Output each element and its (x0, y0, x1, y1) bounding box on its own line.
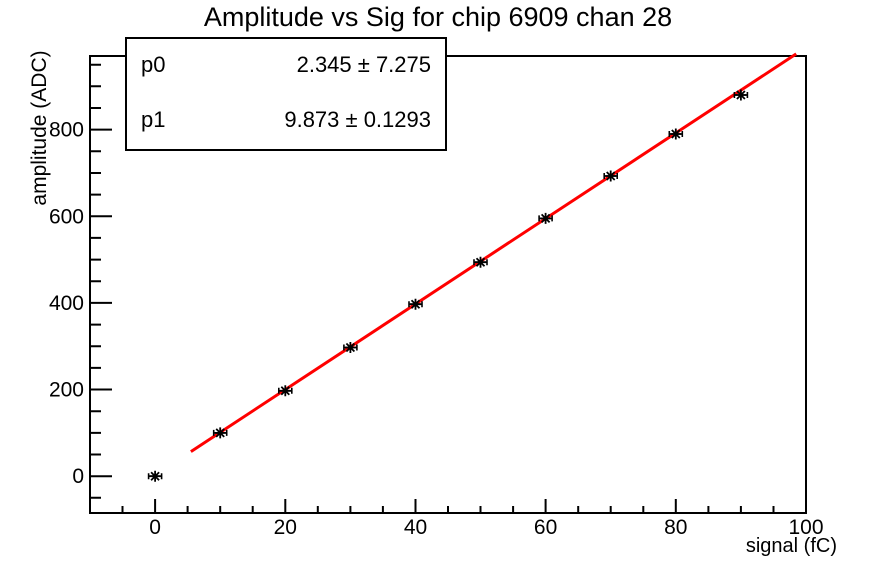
data-marker (670, 128, 682, 140)
data-marker (735, 89, 747, 101)
fit-stats-box: p0 2.345 ± 7.275 p1 9.873 ± 0.1293 (125, 37, 447, 151)
data-marker (475, 256, 486, 268)
data-marker (279, 385, 291, 397)
data-marker (410, 298, 421, 310)
x-tick-label: 0 (149, 516, 161, 539)
stat-param-value: 9.873 ± 0.1293 (284, 107, 431, 132)
stat-row-p0: p0 2.345 ± 7.275 (141, 52, 431, 78)
y-tick-label: 400 (49, 292, 84, 315)
y-tick-label: 800 (49, 119, 84, 142)
x-tick-label: 100 (788, 516, 823, 539)
y-axis-title: amplitude (ADC) (28, 50, 51, 206)
data-marker (540, 212, 552, 224)
x-tick-label: 60 (534, 516, 557, 539)
chart-title: Amplitude vs Sig for chip 6909 chan 28 (203, 2, 673, 32)
data-marker (214, 427, 226, 439)
data-marker (605, 170, 617, 182)
y-tick-label: 200 (49, 379, 84, 402)
x-axis-title: signal (fC) (745, 535, 837, 557)
data-marker (344, 342, 356, 353)
x-tick-label: 80 (664, 516, 687, 539)
stat-param-value: 2.345 ± 7.275 (296, 52, 431, 77)
axis-ticks (90, 63, 807, 513)
y-tick-label: 0 (72, 465, 84, 488)
fit-line (190, 52, 798, 453)
stat-param-name: p0 (141, 52, 166, 77)
stat-row-p1: p1 9.873 ± 0.1293 (141, 107, 431, 133)
y-tick-label: 600 (49, 205, 84, 228)
x-tick-label: 40 (404, 516, 427, 539)
x-tick-label: 20 (274, 516, 297, 539)
stat-param-name: p1 (141, 107, 166, 132)
data-marker (149, 470, 161, 482)
